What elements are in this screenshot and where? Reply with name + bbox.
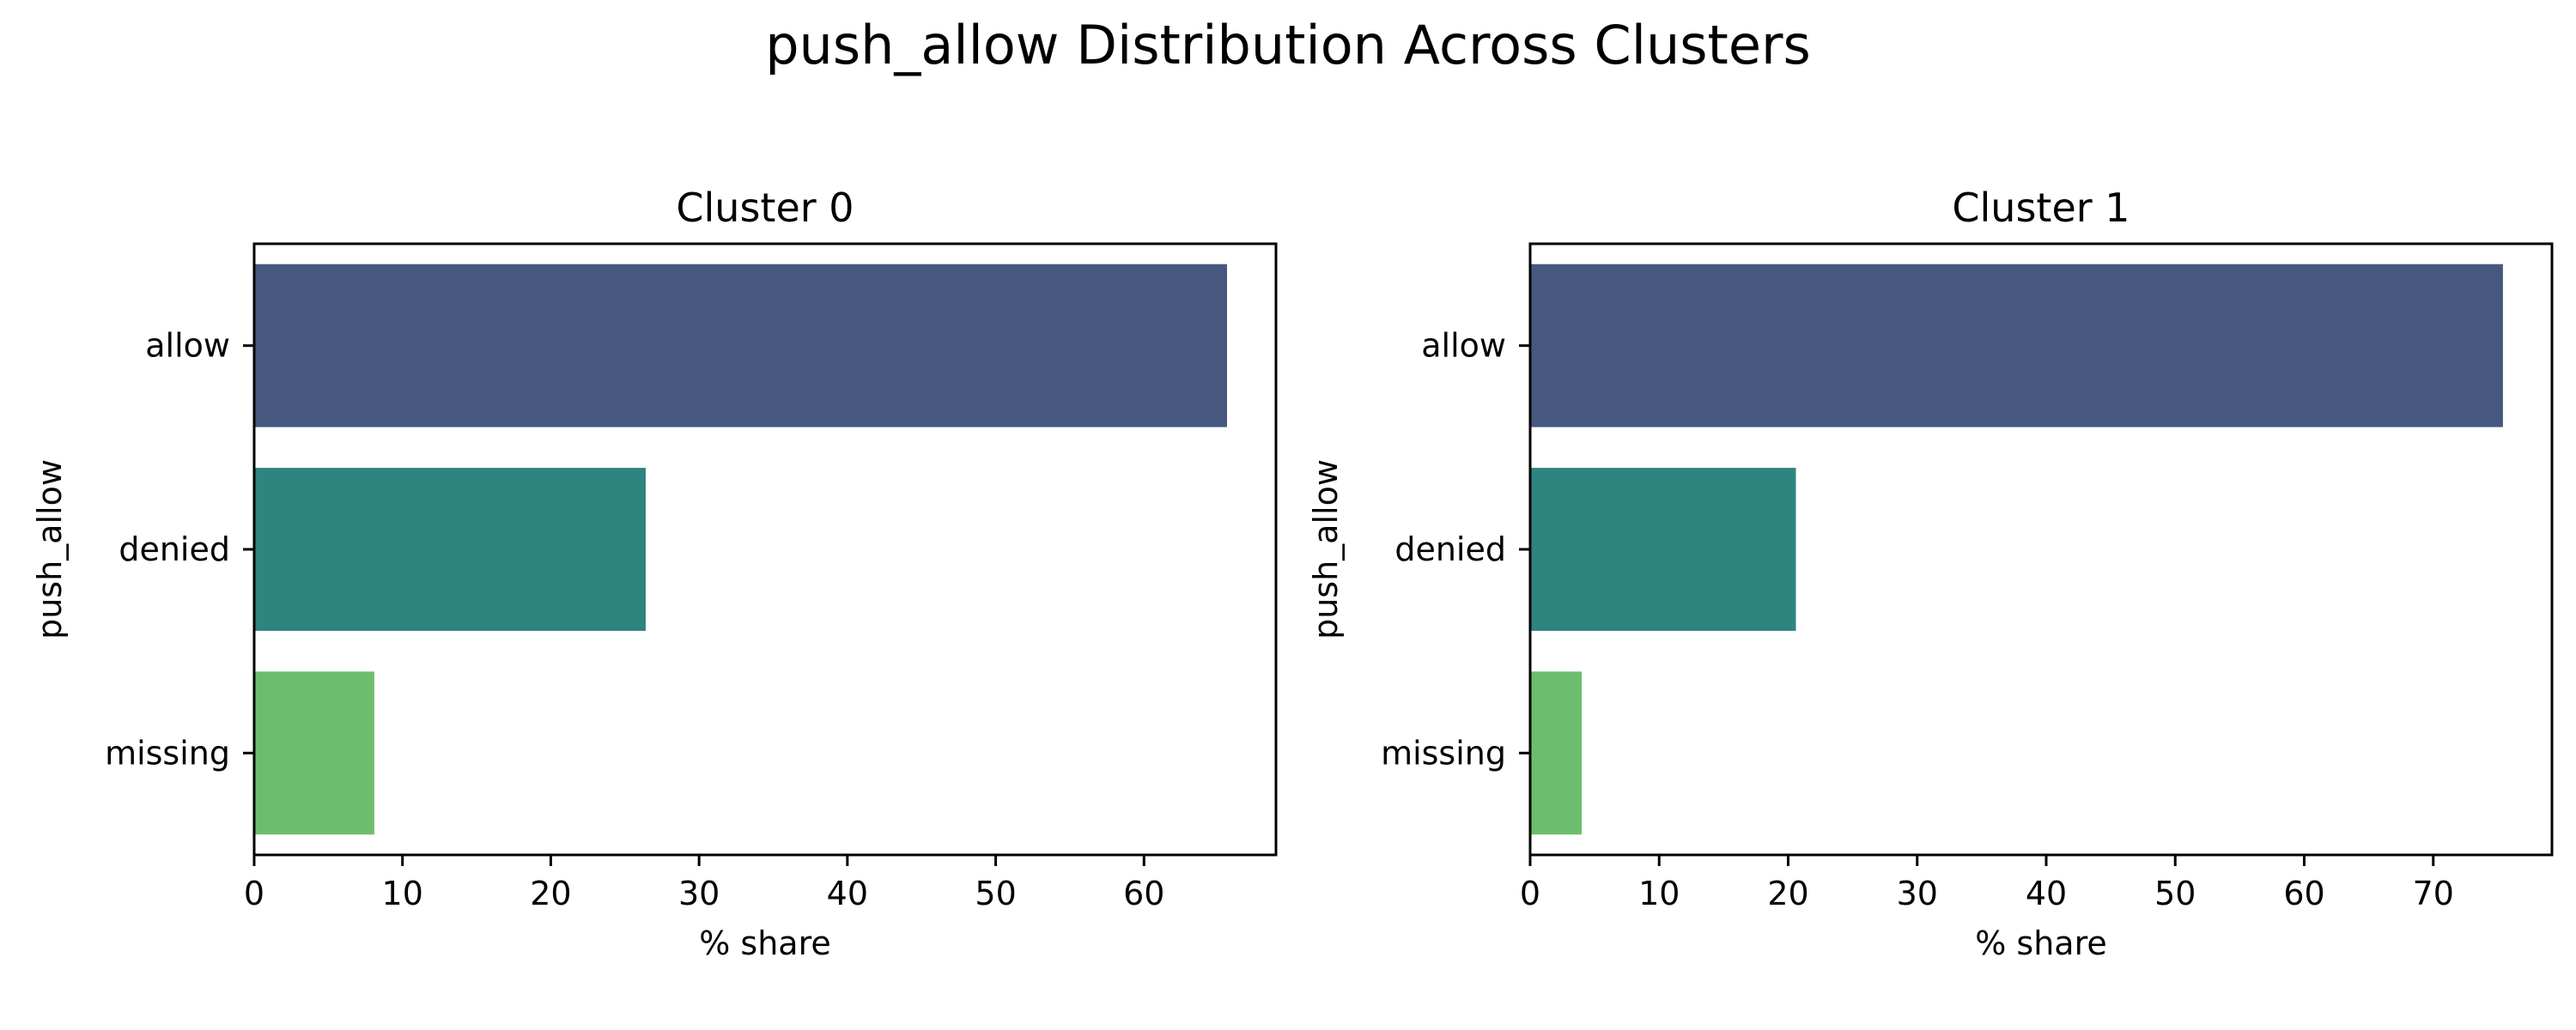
- x-tick-label-50: 50: [975, 875, 1016, 912]
- panel-cluster-1: allow denied missing 0 10 20 30 40 50 60 70 Cluster…: [1307, 185, 2554, 962]
- bar-missing: [1530, 671, 1583, 835]
- chart-title: push_allow Distribution Across Clusters: [765, 14, 1811, 76]
- x-tick-label-0: 0: [244, 875, 264, 912]
- y-axis-label: push_allow: [31, 459, 69, 639]
- x-tick-label-20: 20: [1767, 875, 1808, 912]
- x-tick-label-20: 20: [530, 875, 571, 912]
- x-tick-label-30: 30: [1897, 875, 1938, 912]
- panels-layer: allow denied missing 0 10 20 30 40 50 60 Cluster 0…: [31, 185, 2554, 962]
- x-tick-label-50: 50: [2154, 875, 2196, 912]
- y-tick-label-denied: denied: [1394, 530, 1506, 568]
- x-axis-label: % share: [1975, 924, 2107, 962]
- x-tick-label-0: 0: [1520, 875, 1540, 912]
- panel-title: Cluster 0: [676, 185, 854, 231]
- bar-allow: [254, 264, 1228, 427]
- bar-denied: [254, 468, 646, 631]
- bar-allow: [1530, 264, 2503, 427]
- x-tick-label-60: 60: [1123, 875, 1164, 912]
- x-tick-label-40: 40: [827, 875, 868, 912]
- x-tick-label-40: 40: [2026, 875, 2067, 912]
- panel-title: Cluster 1: [1952, 185, 2129, 231]
- y-tick-label-allow: allow: [1421, 327, 1506, 365]
- x-tick-label-30: 30: [678, 875, 720, 912]
- x-axis-label: % share: [699, 924, 831, 962]
- bar-missing: [254, 671, 374, 835]
- y-tick-label-denied: denied: [118, 530, 230, 568]
- bar-denied: [1530, 468, 1796, 631]
- y-tick-label-allow: allow: [145, 327, 230, 365]
- x-tick-label-60: 60: [2283, 875, 2324, 912]
- y-axis-label: push_allow: [1307, 459, 1345, 639]
- panel-cluster-0: allow denied missing 0 10 20 30 40 50 60 Cluster 0…: [31, 185, 1278, 962]
- y-tick-label-missing: missing: [105, 734, 230, 772]
- x-tick-label-70: 70: [2413, 875, 2454, 912]
- x-tick-label-10: 10: [1638, 875, 1680, 912]
- x-tick-label-10: 10: [382, 875, 423, 912]
- y-tick-label-missing: missing: [1381, 734, 1506, 772]
